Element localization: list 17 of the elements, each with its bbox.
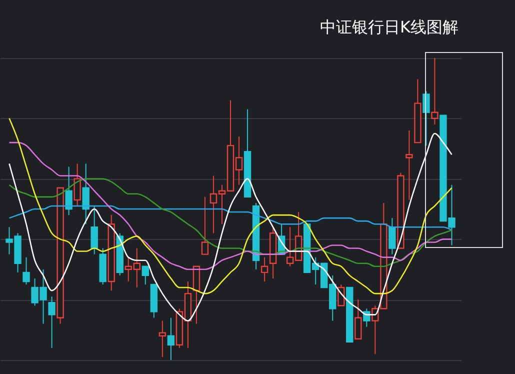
chart-title: 中证银行日K线图解: [320, 18, 458, 36]
candlestick: [372, 305, 379, 354]
candlestick: [388, 218, 396, 255]
candlestick: [74, 163, 81, 206]
candlestick: [48, 296, 56, 348]
candlestick: [90, 205, 98, 255]
candlestick: [22, 256, 30, 285]
candlestick: [167, 317, 175, 360]
candlestick: [65, 166, 72, 216]
candlestick: [201, 196, 209, 255]
candlestick: [82, 163, 90, 225]
candlestick: [431, 58, 438, 125]
candlestick: [158, 320, 166, 358]
candlestick: [142, 266, 150, 285]
candlestick: [354, 299, 362, 340]
candlestick: [406, 130, 413, 200]
candlestick: [260, 256, 268, 282]
